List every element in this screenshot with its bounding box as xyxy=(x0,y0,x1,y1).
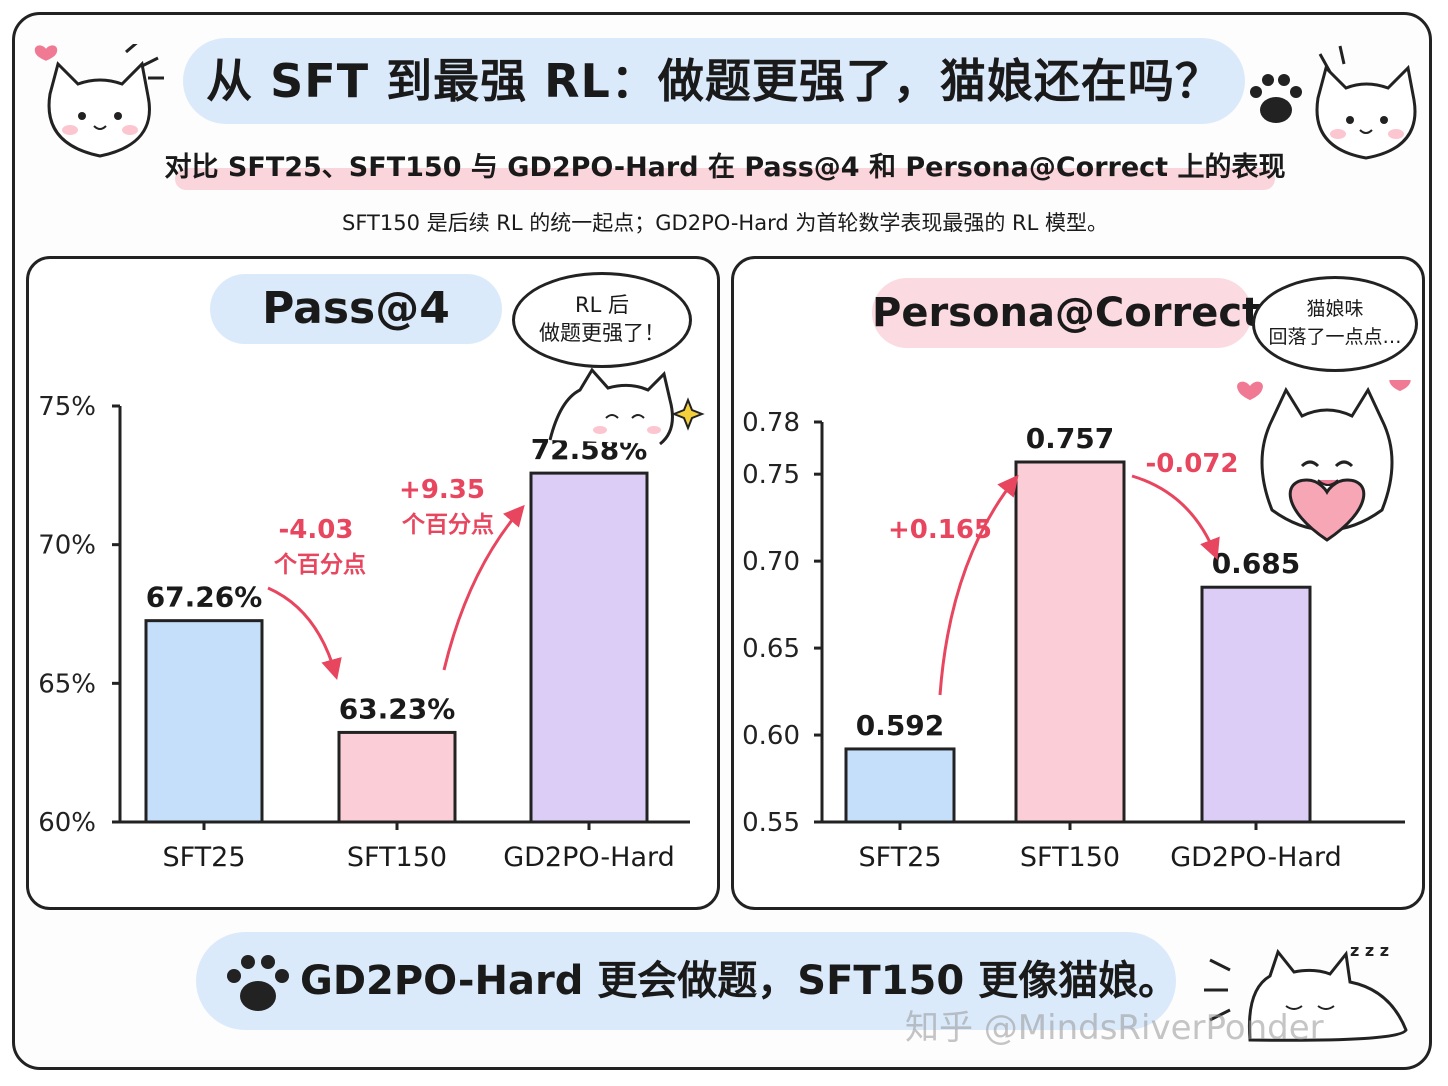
paw-icon xyxy=(1250,74,1302,123)
pass4-bubble-line2: 做题更强了！ xyxy=(539,321,665,345)
persona-value-label: 0.757 xyxy=(1026,422,1115,455)
persona-y-tick-label: 0.70 xyxy=(742,547,800,577)
cat-head-icon xyxy=(1315,45,1417,160)
pass4-delta-arrow xyxy=(442,504,525,671)
pass4-chart-title: Pass@4 xyxy=(262,283,450,334)
pass4-x-tick-label: SFT150 xyxy=(347,842,447,873)
persona-bar-gd2po-hard xyxy=(1200,585,1312,824)
watermark: 知乎 @MindsRiverPonder xyxy=(905,1008,1324,1048)
paw-icon xyxy=(227,955,289,1011)
pass4-y-tick-label: 60% xyxy=(38,808,96,838)
pass4-delta-unit: 个百分点 xyxy=(402,512,494,538)
cat-head-icon xyxy=(34,44,164,158)
persona-delta-label: +0.165 xyxy=(888,515,992,545)
pass4-speech-bubble: RL 后 做题更强了！ xyxy=(512,272,692,368)
page-note: SFT150 是后续 RL 的统一起点；GD2PO-Hard 为首轮数学表现最强… xyxy=(342,211,1108,235)
persona-bubble-line2: 回落了一点点… xyxy=(1268,326,1402,348)
pass4-y-tick-label: 75% xyxy=(38,392,96,422)
persona-delta-arrow xyxy=(938,474,1019,696)
pass4-x-tick-label: GD2PO-Hard xyxy=(503,842,675,873)
pass4-delta-arrow xyxy=(267,586,342,681)
catgirl-heart-icon xyxy=(1237,380,1411,542)
persona-bar-sft150 xyxy=(1014,460,1126,824)
persona-value-label: 0.592 xyxy=(856,709,945,742)
persona-y-tick-label: 0.75 xyxy=(742,460,800,490)
subtitle-highlight xyxy=(175,168,1275,190)
persona-value-label: 0.685 xyxy=(1212,547,1301,580)
pass4-title-pill xyxy=(210,274,502,344)
persona-speech-bubble: 猫娘味 回落了一点点… xyxy=(1252,276,1418,372)
footer-summary: GD2PO-Hard 更会做题，SFT150 更像猫娘。 xyxy=(300,958,1179,1004)
persona-y-tick-label: 0.55 xyxy=(742,808,800,838)
persona-y-tick-label: 0.60 xyxy=(742,721,800,751)
persona-chart-title: Persona@Correct xyxy=(872,290,1262,336)
persona-x-tick-label: SFT150 xyxy=(1020,842,1120,873)
pass4-bar-sft150 xyxy=(337,730,457,824)
persona-y-tick-label: 0.65 xyxy=(742,634,800,664)
page-subtitle: 对比 SFT25、SFT150 与 GD2PO-Hard 在 Pass@4 和 … xyxy=(164,152,1286,183)
persona-x-tick-label: GD2PO-Hard xyxy=(1170,842,1342,873)
pass4-y-tick-label: 65% xyxy=(38,669,96,699)
title-banner xyxy=(183,38,1245,124)
pass4-delta-unit: 个百分点 xyxy=(274,552,366,578)
cat-peek-icon xyxy=(548,367,705,446)
pass4-bar-gd2po-hard xyxy=(529,471,649,824)
persona-delta-arrow xyxy=(1131,474,1220,560)
persona-bar-sft25 xyxy=(844,747,956,824)
persona-title-pill xyxy=(872,278,1252,348)
pass4-bubble-line1: RL 后 xyxy=(575,293,629,317)
pass4-bar-sft25 xyxy=(144,619,264,824)
svg-text:z z z: z z z xyxy=(1350,941,1389,960)
pass4-y-tick-label: 70% xyxy=(38,531,96,561)
sleeping-cat-icon: z z z xyxy=(1204,941,1408,1042)
persona-y-tick-label: 0.78 xyxy=(742,408,800,438)
pass4-delta-label: -4.03 xyxy=(279,515,354,545)
footer-banner xyxy=(196,932,1176,1030)
pass4-delta-label: +9.35 xyxy=(399,475,485,505)
persona-x-tick-label: SFT25 xyxy=(858,842,941,873)
persona-delta-label: -0.072 xyxy=(1145,449,1238,479)
pass4-value-label: 63.23% xyxy=(339,692,456,725)
pass4-value-label: 67.26% xyxy=(146,581,263,614)
page-title: 从 SFT 到最强 RL：做题更强了，猫娘还在吗？ xyxy=(206,54,1222,108)
pass4-x-tick-label: SFT25 xyxy=(162,842,245,873)
persona-bubble-line1: 猫娘味 xyxy=(1306,298,1364,320)
